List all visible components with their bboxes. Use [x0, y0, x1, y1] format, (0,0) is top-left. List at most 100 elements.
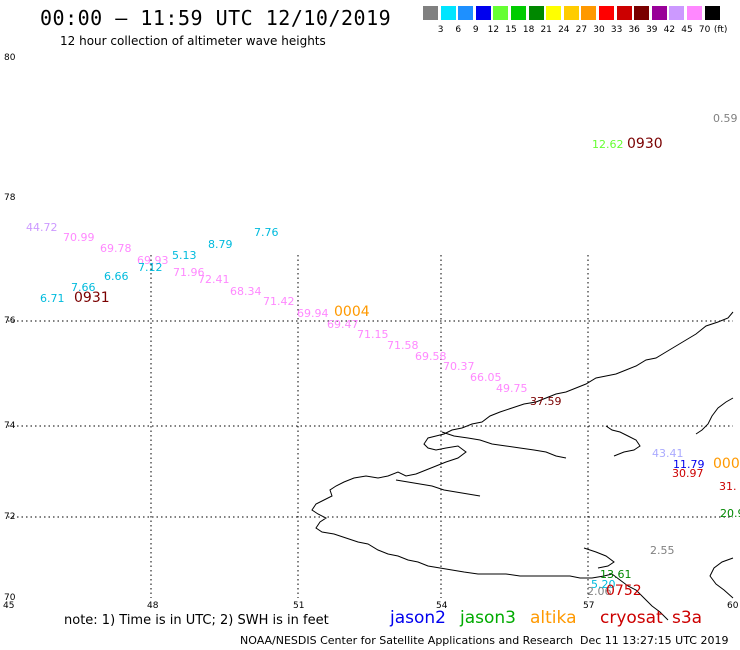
legend-label: 6: [455, 25, 462, 35]
footer-note: note: 1) Time is in UTC; 2) SWH is in fe…: [64, 613, 329, 628]
wave-height-label: 13.61: [600, 568, 632, 581]
page-title: 00:00 – 11:59 UTC 12/10/2019: [40, 6, 392, 30]
lat-label: 72: [4, 512, 16, 522]
pass-time-label: 0752: [606, 583, 642, 599]
pass-time-label: 000: [713, 456, 740, 472]
lat-label: 78: [4, 193, 16, 203]
legend-label: 39: [646, 25, 658, 35]
wave-height-label: 6.71: [40, 292, 65, 305]
wave-height-label: 70.99: [63, 231, 95, 244]
coastline-segment: [583, 547, 615, 569]
legend-swatch: [563, 6, 579, 20]
wave-height-label: 49.75: [496, 382, 528, 395]
wave-height-label: 71.96: [173, 266, 205, 279]
timestamp: Dec 11 13:27:15 UTC 2019: [580, 634, 729, 647]
wave-height-label: 7.76: [254, 226, 279, 239]
coastline-segment: [611, 573, 669, 621]
legend-label: 42: [663, 25, 676, 35]
legend-swatch: [704, 6, 720, 20]
legend-swatch: [581, 6, 597, 20]
wave-height-label: 5.13: [172, 249, 197, 262]
legend-swatch: [546, 6, 562, 20]
wave-height-label: 70.37: [443, 360, 475, 373]
legend-swatch: [475, 6, 491, 20]
lat-label: 70: [4, 593, 16, 603]
wave-height-label: 71.58: [387, 339, 419, 352]
legend-swatch: [634, 6, 650, 20]
lon-label: 48: [147, 601, 159, 611]
legend-label: 30: [593, 25, 605, 35]
wave-height-label: 66.05: [470, 371, 502, 384]
legend-swatch: [423, 6, 438, 20]
satellite-name: altika: [530, 608, 577, 628]
coastline-segment: [605, 425, 641, 457]
legend-label: 24: [558, 25, 570, 35]
legend-label: 18: [522, 25, 535, 35]
wave-height-label: 30.97: [672, 467, 704, 480]
wave-height-label: 8.79: [208, 238, 233, 251]
satellite-name: cryosat: [600, 608, 663, 628]
satellite-name: jason2: [390, 608, 446, 628]
wave-height-label: 0.59: [713, 112, 738, 125]
wave-height-label: 69.58: [415, 350, 447, 363]
legend-swatch: [651, 6, 667, 20]
wave-height-label: 2.55: [650, 544, 675, 557]
coastline-segment: [709, 557, 734, 599]
graticule: [8, 255, 733, 598]
legend-swatch: [458, 6, 474, 20]
legend-label: 33: [610, 25, 623, 35]
legend-label: 3: [437, 25, 444, 35]
legend-swatch: [616, 6, 632, 20]
legend-label: 15: [505, 25, 517, 35]
wave-height-label: 69.47: [327, 318, 359, 331]
wave-height-label: 2.06: [587, 585, 612, 598]
wave-height-label: 11.79: [673, 458, 705, 471]
page-subtitle: 12 hour collection of altimeter wave hei…: [60, 34, 326, 48]
coastline-segment: [695, 397, 734, 435]
legend-unit: (ft): [713, 25, 728, 35]
satellite-name: s3a: [672, 608, 703, 628]
lon-label: 54: [436, 601, 448, 611]
wave-height-label: 6.66: [104, 270, 129, 283]
legend-label: 27: [575, 25, 588, 35]
legend-label: 12: [487, 25, 500, 35]
wave-height-label: 37.59: [530, 395, 562, 408]
satellite-name: jason3: [460, 608, 516, 628]
wave-height-label: 68.34: [230, 285, 262, 298]
legend-label: 45: [681, 25, 693, 35]
lon-label: 57: [583, 601, 595, 611]
coastline-segment: [395, 479, 481, 497]
pass-time-label: 0004: [334, 304, 370, 320]
coastline: [311, 311, 734, 621]
legend-label: 36: [628, 25, 640, 35]
wave-height-label: 69.93: [137, 254, 169, 267]
pass-time-label: 0931: [74, 290, 110, 306]
lat-label: 74: [4, 421, 16, 431]
legend-swatch: [528, 6, 544, 20]
wave-height-label: 69.78: [100, 242, 132, 255]
coastline-segment: [311, 311, 734, 579]
pass-time-label: 0930: [627, 136, 663, 152]
wave-height-label: 12.62: [592, 138, 624, 151]
wave-height-label: 7.12: [138, 261, 163, 274]
lon-label: 60: [727, 601, 739, 611]
lon-label: 45: [3, 601, 15, 611]
credit-line: NOAA/NESDIS Center for Satellite Applica…: [240, 634, 574, 647]
lat-label: 80: [4, 53, 16, 63]
wave-height-label: 71.42: [263, 295, 295, 308]
legend-swatch: [440, 6, 456, 20]
lon-label: 51: [293, 601, 305, 611]
wave-height-label: 44.72: [26, 221, 58, 234]
wave-height-label: 7.66: [71, 281, 96, 294]
coastline-segment: [441, 431, 567, 459]
wave-height-label: 5.20: [591, 578, 616, 591]
legend-swatch: [599, 6, 614, 20]
lat-label: 76: [4, 316, 16, 326]
wave-height-label: 72.41: [198, 273, 230, 286]
wave-height-label: 31.: [719, 480, 737, 493]
wave-height-label: 43.41: [652, 447, 684, 460]
legend-label: 9: [472, 25, 479, 35]
legend-label: 21: [540, 25, 552, 35]
wave-height-label: 71.15: [357, 328, 389, 341]
